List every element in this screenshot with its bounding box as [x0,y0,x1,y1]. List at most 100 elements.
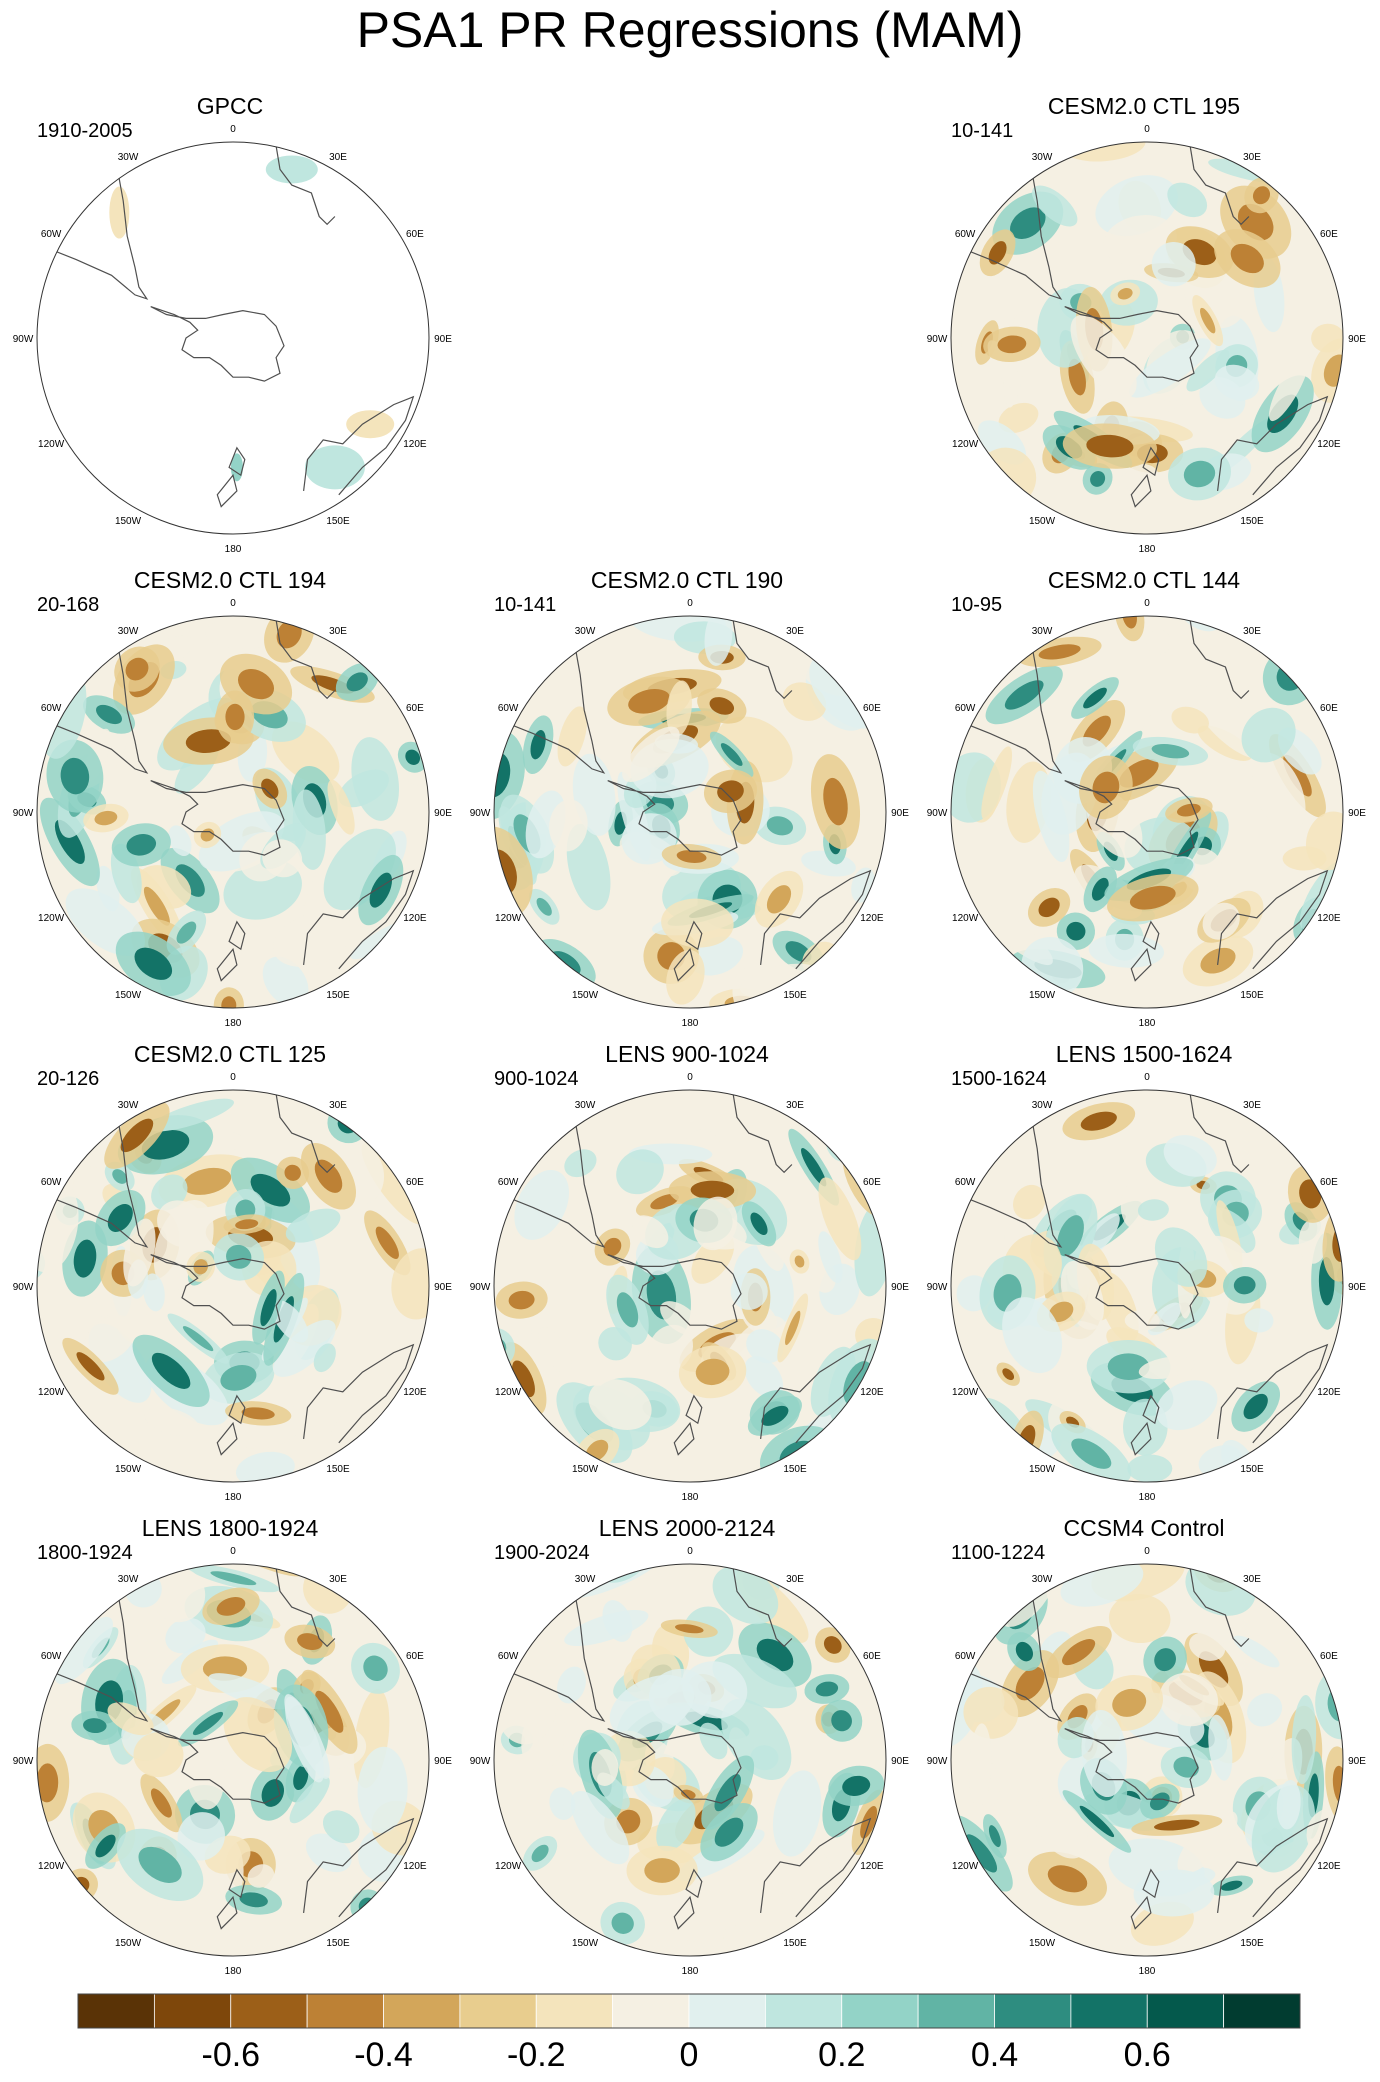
longitude-label: 30E [329,626,347,637]
map-rim [950,615,1344,1009]
coastline [275,1567,336,1648]
colorbar-tick-label: 0.6 [1124,2036,1171,2074]
longitude-label: 150E [1240,1464,1264,1475]
longitude-label: 0 [230,1546,236,1557]
longitude-label: 30W [575,626,596,637]
contour-blob [1167,182,1208,218]
longitude-label: 180 [1139,1492,1156,1503]
colorbar-swatch [77,1993,155,2029]
contour-blob [998,402,1039,433]
contour-blob [588,1379,652,1431]
contour-core [1010,207,1046,240]
contour-core [1068,358,1086,396]
contour-core [1062,1639,1096,1666]
contour-core [997,335,1027,354]
contour-blob [1146,629,1171,655]
contour-core [125,657,149,681]
coastline [37,1579,149,1722]
contour-blob [497,1670,557,1745]
contour-core [112,1169,128,1184]
coastline [685,920,703,951]
coastline [275,1093,336,1174]
longitude-label: 120E [1317,913,1341,924]
contour-core [220,1365,257,1391]
contour-blob [216,1132,244,1151]
coastline [732,619,793,700]
contour-blob [981,746,1013,821]
longitude-label: 30W [1032,152,1053,163]
longitude-label: 150E [783,1464,807,1475]
colorbar-tick-label: -0.2 [507,2036,566,2074]
contour-core [1252,186,1271,205]
coastline [37,631,149,774]
contour-blob [1032,185,1078,227]
contour-core [988,1825,1001,1848]
contour-blob [271,1300,309,1343]
contour-core [369,872,393,908]
map-panel-lens900: 0 30E 60E 90E 120E 150E 180 150W 120W 90W 60W 30W LE… [457,1040,917,1510]
coastline [673,947,695,982]
coastline [1064,1254,1199,1330]
contour-core [276,619,302,649]
contour-core [235,1219,259,1230]
coastline [1130,1421,1152,1456]
longitude-label: 90E [1348,1282,1366,1293]
map-panel-lens1500: 0 30E 60E 90E 120E 150E 180 150W 120W 90W 60W 30W LE… [914,1040,1374,1510]
longitude-label: 30W [575,1100,596,1111]
colorbar-tick-label: 0.2 [818,2036,865,2074]
map-rim [493,1563,887,1957]
longitude-label: 150W [115,1938,142,1949]
contour-blob [746,1329,784,1364]
contour-blob [1080,1169,1122,1220]
contour-core [714,1817,744,1847]
contour-blob [1151,242,1196,287]
contour-core [1047,1865,1088,1893]
contour-blob [1081,1709,1128,1798]
coastline [494,631,606,774]
coastline [951,631,1063,774]
colorbar-tick-label: 0 [680,2036,699,2074]
contour-core [1086,434,1134,458]
panel-title: CESM2.0 CTL 125 [133,1041,327,1067]
contour-blob [564,1610,649,1646]
contour-blob [564,1149,597,1178]
panel-period: 10-95 [951,594,1003,616]
station-data-patch [265,155,318,184]
contour-core [284,1164,301,1181]
contour-core [1090,470,1106,487]
longitude-label: 90W [13,808,34,819]
coastline [1064,1728,1199,1804]
longitude-label: 90W [927,334,948,345]
map-rim [493,615,887,1009]
panel-period: 1500-1624 [951,1068,1047,1090]
contour-core [134,947,173,980]
contour-core [988,241,1007,265]
contour-blob [313,1343,336,1373]
contour-blob [1208,1714,1233,1781]
contour-blob [284,1696,325,1783]
colorbar-swatch [764,1993,843,2029]
map-background [37,142,429,534]
coastline [607,780,742,856]
contour-blob [262,839,303,878]
contour-blob [1241,707,1296,763]
longitude-label: 60W [955,703,976,714]
longitude-label: 30W [118,152,139,163]
coastline [228,920,246,951]
contour-core [823,777,848,826]
coastline [1130,1895,1152,1930]
contour-core [1071,1438,1112,1469]
longitude-label: 150W [572,990,599,1001]
contour-core [831,1710,852,1732]
longitude-label: 90W [927,808,948,819]
contour-blob [1108,1593,1171,1644]
map-panel-ctl190: 0 30E 60E 90E 120E 150E 180 150W 120W 90W 60W 30W CE… [457,566,917,1036]
contour-blob [549,1787,576,1820]
contour-blob [1138,1356,1196,1380]
contour-core [650,1193,679,1210]
contour-core [182,1167,232,1195]
contour-core [680,1789,696,1799]
longitude-label: 150W [1029,516,1056,527]
contour-core [1066,921,1086,941]
contour-core [1332,1765,1343,1805]
